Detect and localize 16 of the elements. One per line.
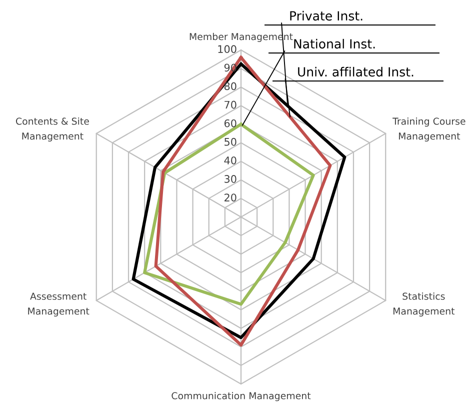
y-tick-label: 70 — [224, 100, 236, 109]
text: Private Inst. — [290, 10, 362, 21]
text: National Inst. — [294, 38, 375, 49]
y-tick-label: 100 — [218, 45, 236, 54]
y-tick-label: 80 — [224, 82, 236, 90]
spoke-label: Statistics Management — [393, 292, 455, 317]
text: Univ. affilated Inst. — [298, 66, 414, 77]
spoke-label: Training Course Management — [392, 117, 466, 142]
spoke-label: Communication Management — [172, 392, 311, 402]
spoke-label: Assessment Management — [28, 292, 90, 317]
y-tick-label: 60 — [224, 119, 236, 128]
y-tick-label: 50 — [224, 138, 236, 146]
y-tick-label: 30 — [224, 175, 236, 183]
y-tick-label: 20 — [224, 194, 236, 202]
y-tick-label: 40 — [224, 156, 236, 164]
spoke-label: Contents & Site Management — [16, 117, 89, 142]
